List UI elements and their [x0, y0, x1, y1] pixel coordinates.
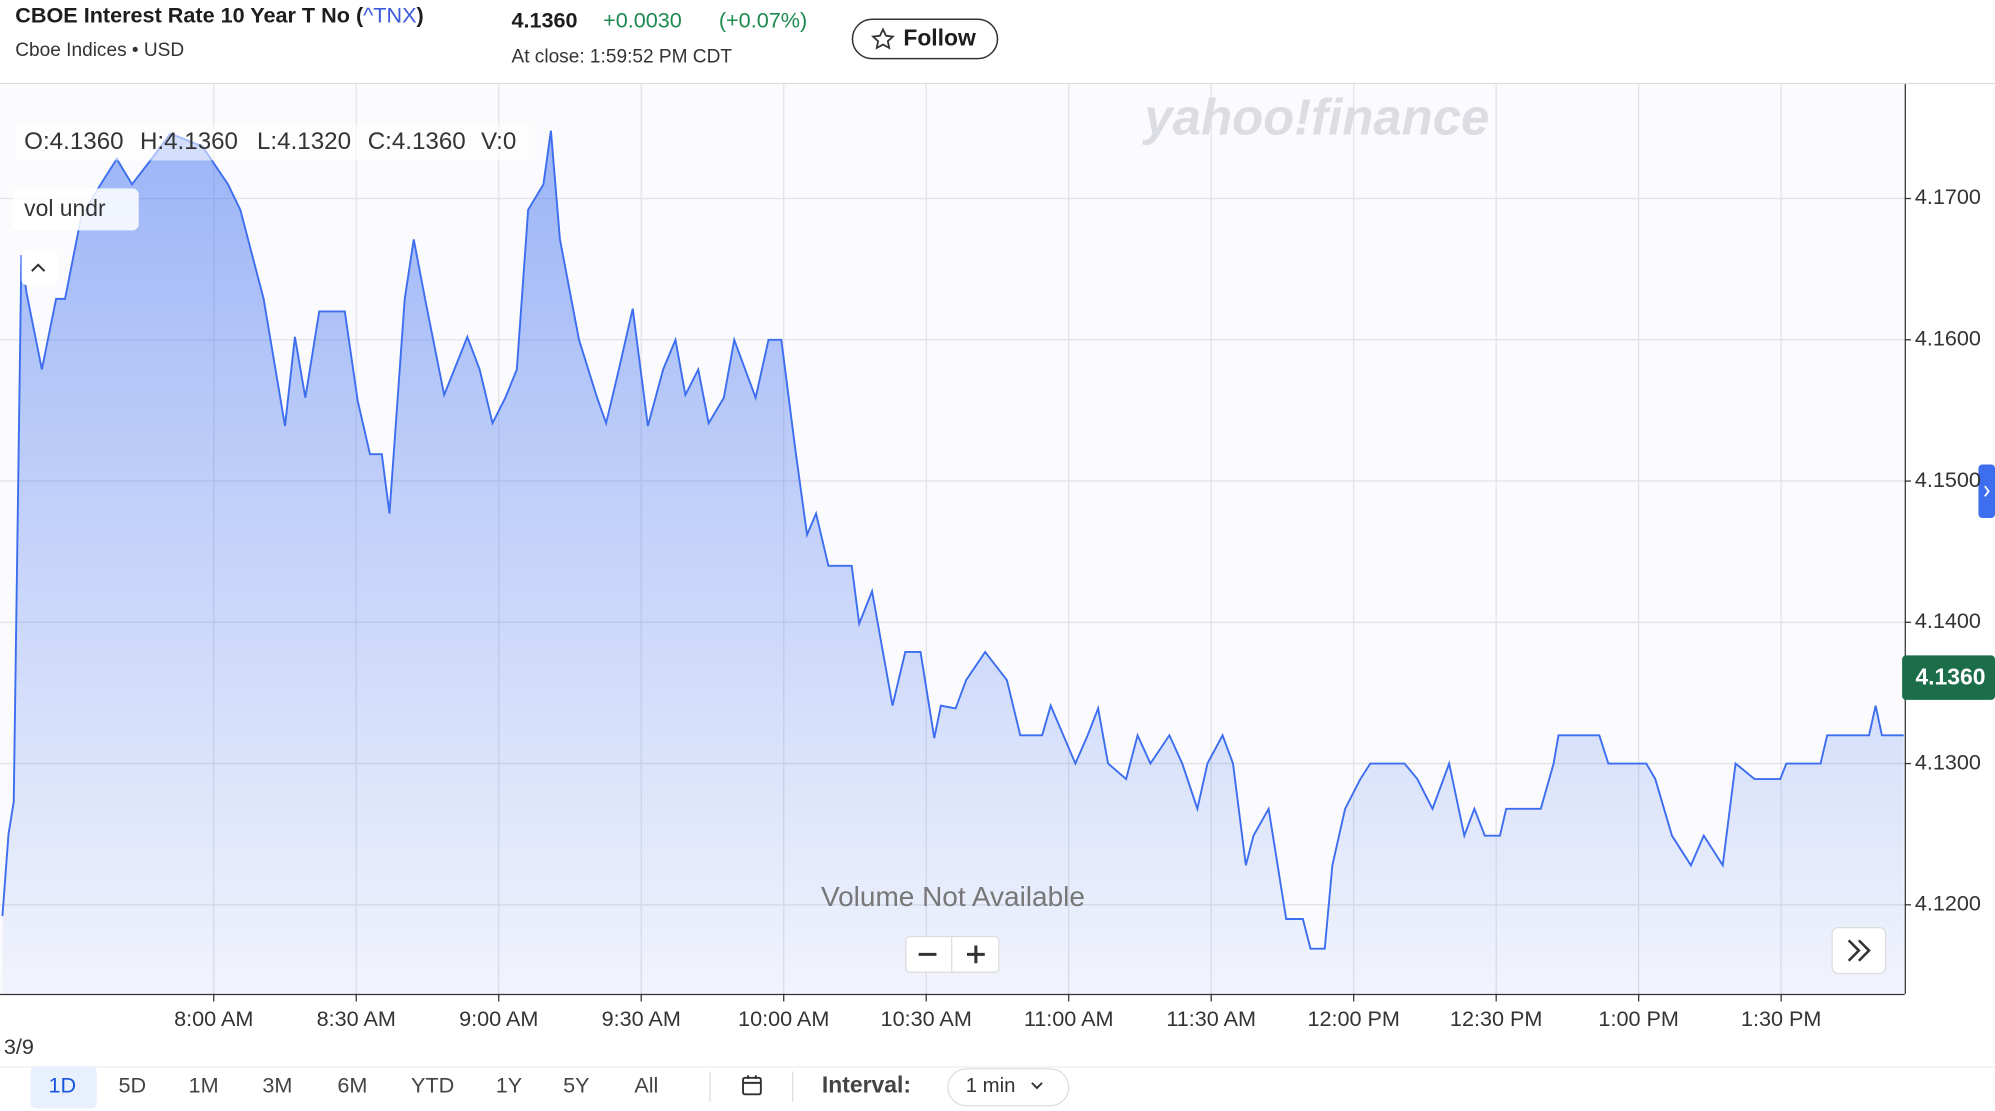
x-tick-label: 1:00 PM: [1598, 1006, 1678, 1031]
double-chevron: [1847, 939, 1871, 962]
title: CBOE Interest Rate 10 Year T No (^TNX): [15, 2, 423, 27]
change: +0.0030: [603, 7, 682, 32]
x-tick-label: 8:00 AM: [174, 1006, 253, 1031]
x-tick-label: 10:00 AM: [738, 1006, 829, 1031]
range-button[interactable]: All: [634, 1072, 658, 1097]
dropdown-icon: [1031, 1082, 1043, 1090]
x-tick-label: 1:30 PM: [1741, 1006, 1821, 1031]
area-fill: [2, 130, 1904, 994]
range-button[interactable]: 6M: [337, 1072, 367, 1097]
range-button[interactable]: YTD: [411, 1072, 454, 1097]
x-tick-label: 11:00 AM: [1024, 1006, 1114, 1031]
interval-value[interactable]: 1 min: [966, 1075, 1016, 1097]
watermark: yahoo!finance: [1141, 88, 1489, 145]
ohlc-value: L:4.1320: [257, 128, 351, 155]
indicator-bg[interactable]: [12, 188, 139, 231]
x-tick-label: 11:30 AM: [1166, 1006, 1256, 1031]
ohlc-bg: [15, 124, 530, 161]
range-button[interactable]: 5Y: [563, 1072, 589, 1097]
y-tick-label: 4.1700: [1915, 184, 1981, 209]
x-tick-label: 10:30 AM: [881, 1006, 972, 1031]
ohlc-value: O:4.1360: [24, 128, 123, 155]
price-tag-bg: [1902, 655, 1995, 700]
zoom-in[interactable]: [966, 945, 985, 964]
exchange: Cboe Indices • USD: [15, 40, 184, 61]
range-button[interactable]: 3M: [262, 1072, 292, 1097]
x-tick-label: 12:00 PM: [1307, 1006, 1400, 1031]
calendar-icon[interactable]: [742, 1076, 762, 1096]
chevron-up: [31, 263, 46, 272]
indicator[interactable]: vol undr: [24, 195, 106, 221]
x-tick-label: 9:00 AM: [459, 1006, 538, 1031]
x-tick-label: 9:30 AM: [602, 1006, 681, 1031]
change-pct: (+0.07%): [719, 7, 807, 32]
range-button[interactable]: 1D: [49, 1072, 77, 1097]
y-tick-label: 4.1500: [1915, 467, 1981, 492]
side-tab[interactable]: [1978, 464, 1995, 518]
x-tick-label: 12:30 PM: [1450, 1006, 1543, 1031]
side-tab-icon: [1984, 485, 1990, 497]
active-range-bg: [30, 1066, 97, 1109]
star-icon: [871, 27, 895, 50]
y-tick-label: 4.1600: [1915, 326, 1981, 351]
close-time: At close: 1:59:52 PM CDT: [511, 46, 732, 67]
interval-select[interactable]: [947, 1068, 1070, 1107]
x-tick-label: 8:30 AM: [317, 1006, 396, 1031]
y-tick-label: 4.1200: [1915, 891, 1981, 916]
y-tick-label: 4.1300: [1915, 749, 1981, 774]
range-button[interactable]: 1Y: [496, 1072, 522, 1097]
follow-label[interactable]: Follow: [903, 25, 976, 51]
symbol[interactable]: ^TNX: [363, 2, 416, 27]
volume-note: Volume Not Available: [821, 881, 1085, 912]
range-button[interactable]: 1M: [189, 1072, 219, 1097]
title-text: ): [417, 2, 424, 27]
range-button[interactable]: 5D: [119, 1072, 147, 1097]
ohlc-value: C:4.1360: [368, 128, 466, 155]
ohlc-value: H:4.1360: [140, 128, 238, 155]
title-text: CBOE Interest Rate 10 Year T No (: [15, 2, 364, 27]
price-line: [1, 130, 1904, 950]
date-label: 3/9: [4, 1034, 34, 1059]
price-tag: 4.1360: [1915, 663, 1985, 689]
interval-label: Interval:: [822, 1072, 911, 1098]
calendar-icon-detail: [743, 1075, 761, 1084]
price: 4.1360: [511, 7, 577, 32]
y-tick-label: 4.1400: [1915, 608, 1981, 633]
ohlc-value: V:0: [481, 128, 516, 155]
follow-button[interactable]: [851, 18, 999, 60]
